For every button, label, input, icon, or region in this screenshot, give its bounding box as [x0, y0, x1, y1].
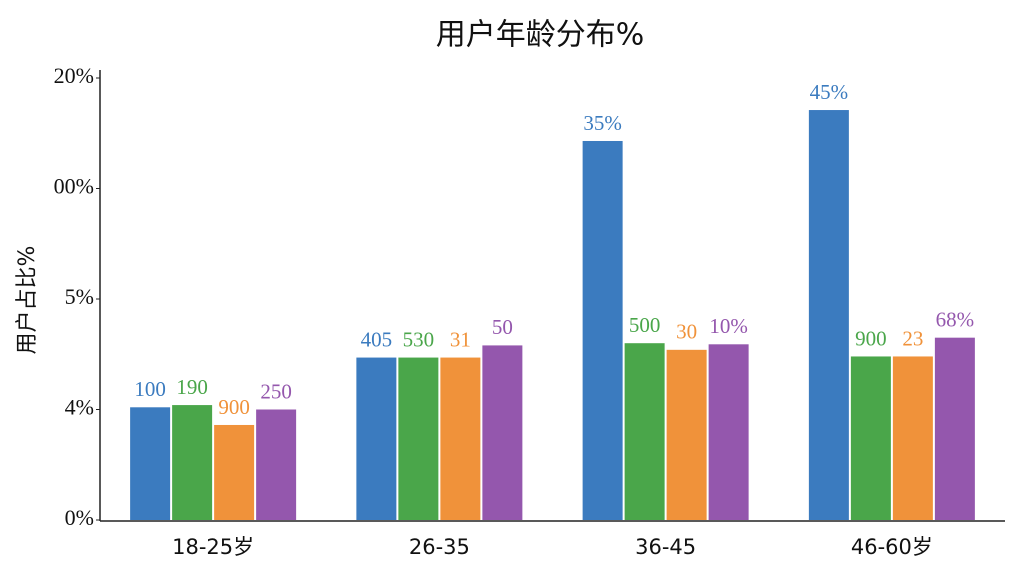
- bar: [482, 345, 523, 520]
- bar: [808, 110, 849, 521]
- bar-label: 10%: [709, 314, 748, 338]
- bar: [398, 357, 439, 520]
- y-tick-label: 4%: [65, 395, 94, 420]
- bar-label: 45%: [810, 80, 849, 104]
- bar: [666, 349, 707, 520]
- bar: [582, 140, 623, 521]
- bar: [440, 357, 481, 520]
- bar: [624, 343, 665, 520]
- bar-label: 35%: [583, 111, 622, 135]
- bar-label: 68%: [936, 307, 975, 331]
- bar: [708, 344, 749, 520]
- y-axis-label: 用户占比%: [15, 246, 40, 355]
- x-tick-label: 18-25岁: [172, 535, 254, 559]
- bar: [256, 409, 297, 520]
- y-tick-label: 5%: [65, 284, 94, 309]
- bar-label: 30: [676, 320, 697, 344]
- bar: [214, 424, 255, 520]
- bar-label: 23: [902, 326, 923, 350]
- bar-label: 530: [403, 327, 435, 351]
- bar: [892, 356, 933, 520]
- bar-label: 900: [855, 326, 887, 350]
- bar: [850, 356, 891, 520]
- chart-title: 用户年龄分布%: [436, 18, 645, 53]
- x-tick-label: 36-45: [635, 535, 696, 559]
- bar: [130, 407, 171, 520]
- y-tick-label: 0%: [65, 505, 94, 530]
- bar-label: 250: [260, 379, 292, 403]
- bar-label: 190: [176, 375, 208, 399]
- bar-label: 500: [629, 313, 661, 337]
- bar-label: 100: [134, 377, 166, 401]
- bar-label: 50: [492, 315, 513, 339]
- bar: [172, 405, 213, 520]
- bar-label: 900: [218, 395, 250, 419]
- y-tick-label: 20%: [54, 63, 94, 88]
- bar-label: 405: [361, 327, 393, 351]
- y-tick-label: 00%: [54, 174, 94, 199]
- bar: [356, 357, 397, 520]
- bar: [934, 337, 975, 520]
- x-tick-label: 46-60岁: [851, 535, 933, 559]
- x-tick-label: 26-35: [409, 535, 470, 559]
- bar-label: 31: [450, 327, 471, 351]
